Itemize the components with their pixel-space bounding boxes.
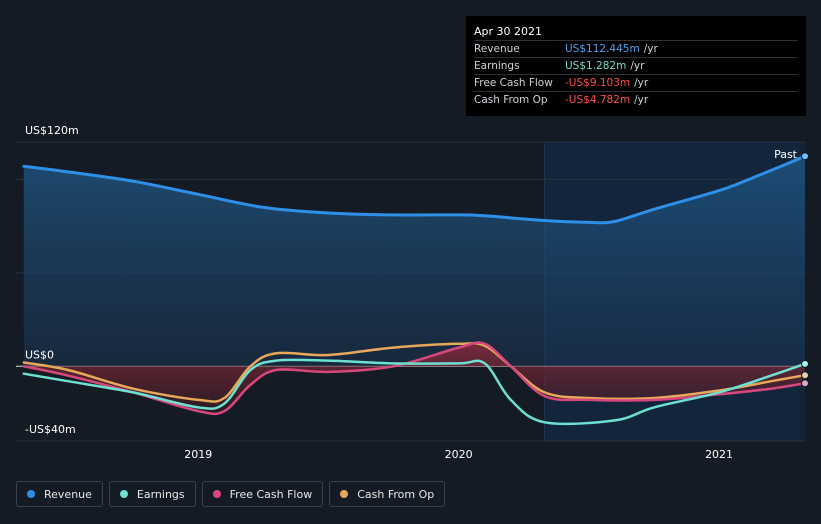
legend-label: Free Cash Flow bbox=[229, 487, 313, 501]
legend-item-revenue[interactable]: Revenue bbox=[16, 481, 103, 507]
area-revenue bbox=[23, 156, 806, 367]
x-tick-label: 2020 bbox=[445, 448, 473, 461]
y-axis-label: US$120m bbox=[25, 124, 79, 137]
tooltip-row: Revenue US$112.445m/yr bbox=[474, 40, 798, 57]
line-free-cash-flow bbox=[22, 341, 807, 416]
legend-label: Revenue bbox=[44, 487, 92, 501]
area-fills bbox=[23, 156, 806, 414]
axis-labels: US$120m US$0 -US$40m 2019 2020 2021 Past bbox=[25, 124, 798, 461]
end-dot-cash-from-op bbox=[801, 371, 809, 380]
legend-item-free-cash-flow[interactable]: Free Cash Flow bbox=[201, 481, 324, 507]
tooltip-unit: /yr bbox=[643, 43, 658, 55]
tooltip: Apr 30 2021 Revenue US$112.445m/yr Earning… bbox=[466, 16, 806, 116]
line-revenue bbox=[22, 154, 807, 225]
tooltip-label: Revenue bbox=[474, 43, 520, 55]
legend-dot-icon bbox=[119, 490, 128, 498]
legend: Revenue Earnings Free Cash Flow Cash From O… bbox=[16, 481, 446, 507]
tooltip-label: Earnings bbox=[474, 60, 520, 72]
tooltip-row: Earnings US$1.282m/yr bbox=[474, 57, 798, 74]
x-tick-label: 2021 bbox=[705, 448, 733, 461]
tooltip-value: US$112.445m bbox=[565, 43, 640, 55]
tooltip-label: Free Cash Flow bbox=[474, 77, 553, 89]
legend-dot-icon bbox=[212, 490, 221, 498]
legend-item-cash-from-op[interactable]: Cash From Op bbox=[329, 481, 446, 507]
y-axis-label: -US$40m bbox=[25, 423, 76, 436]
tooltip-unit: /yr bbox=[634, 77, 649, 89]
tooltip-unit: /yr bbox=[634, 94, 649, 106]
legend-item-earnings[interactable]: Earnings bbox=[108, 481, 196, 507]
y-axis-label: US$0 bbox=[25, 348, 54, 361]
legend-label: Earnings bbox=[136, 487, 185, 501]
line-earnings bbox=[22, 358, 807, 426]
end-dot-revenue bbox=[801, 152, 809, 161]
series-lines bbox=[22, 154, 807, 426]
legend-dot-icon bbox=[27, 490, 35, 498]
line-cash-from-op bbox=[22, 342, 807, 403]
tooltip-row: Free Cash Flow -US$9.103m/yr bbox=[474, 74, 798, 91]
tooltip-label: Cash From Op bbox=[474, 94, 548, 106]
legend-label: Cash From Op bbox=[357, 487, 435, 501]
x-tick-label: 2019 bbox=[184, 448, 212, 461]
tooltip-value: US$1.282m bbox=[565, 60, 627, 72]
tooltip-date: Apr 30 2021 bbox=[474, 25, 543, 38]
area-free-cash-flow bbox=[23, 342, 806, 414]
end-dot-earnings bbox=[801, 359, 809, 368]
tooltip-unit: /yr bbox=[630, 60, 645, 72]
tooltip-row: Cash From Op -US$4.782m/yr bbox=[474, 91, 798, 108]
end-dot-free-cash-flow bbox=[801, 379, 809, 388]
past-label: Past bbox=[774, 148, 798, 161]
tooltip-value: -US$4.782m bbox=[565, 94, 631, 106]
legend-dot-icon bbox=[340, 490, 349, 498]
end-dots bbox=[801, 152, 809, 388]
tooltip-value: -US$9.103m bbox=[565, 77, 631, 89]
